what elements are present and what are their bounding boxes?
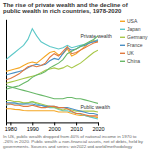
- legend-label: Japan: [127, 26, 141, 32]
- x-tick: 1990: [27, 122, 39, 131]
- text-line: governments. Sources and series: wir2022…: [3, 144, 133, 149]
- series-line: [6, 86, 98, 104]
- chart-svg: The rise of private wealth and the decli…: [0, 0, 150, 150]
- x-tick-label: 1990: [27, 126, 39, 132]
- annotation: Public wealth: [80, 104, 110, 110]
- x-tick-label: 2000: [49, 126, 61, 132]
- annotation: Private wealth: [80, 33, 112, 39]
- legend-label: France: [127, 42, 143, 48]
- title: The rise of private wealth and the decli…: [3, 2, 129, 15]
- x-tick: 1980: [5, 122, 17, 131]
- legend-swatch: [120, 53, 125, 54]
- legend-swatch: [120, 61, 125, 62]
- legend-swatch: [120, 21, 125, 22]
- text-line: public wealth in rich countries, 1978-20…: [3, 8, 122, 14]
- x-axis: 1980 1990 2000 2010 2020: [5, 122, 105, 131]
- series-line: [6, 109, 98, 118]
- legend-label: USA: [127, 18, 138, 24]
- x-tick-label: 2020: [92, 126, 104, 132]
- series-line: [6, 36, 98, 89]
- legend-swatch: [120, 37, 125, 38]
- chart-container: The rise of private wealth and the decli…: [0, 0, 150, 150]
- note: In US, public wealth dropped from 40% of…: [3, 134, 144, 149]
- series-line: [6, 42, 98, 80]
- legend-swatch: [120, 45, 125, 46]
- x-tick: 2010: [70, 122, 82, 131]
- legend-swatch: [120, 29, 125, 30]
- legend-label: China: [127, 58, 140, 64]
- x-tick: 2020: [92, 122, 104, 131]
- legend-label: Germany: [127, 34, 148, 40]
- legend: USA Japan Germany France UK China: [120, 18, 148, 64]
- text-line: The rise of private wealth and the decli…: [3, 2, 129, 8]
- x-tick-label: 1980: [5, 126, 17, 132]
- series-line: [6, 41, 98, 75]
- x-tick-label: 2010: [70, 126, 82, 132]
- legend-label: UK: [127, 50, 135, 56]
- x-tick: 2000: [49, 122, 61, 131]
